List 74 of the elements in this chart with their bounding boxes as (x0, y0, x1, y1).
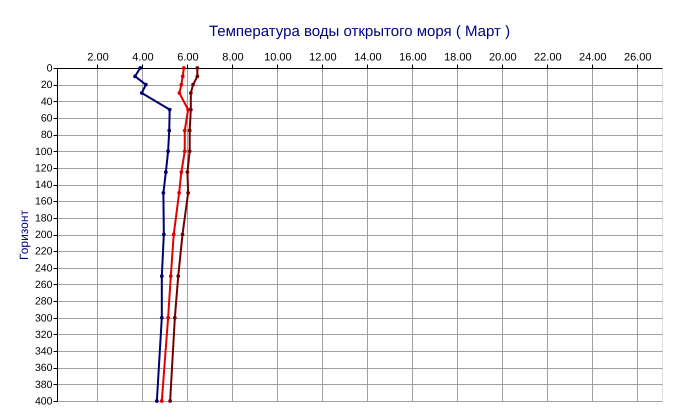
x-tick-label: 4.00 (132, 52, 154, 64)
point (172, 316, 177, 320)
point (162, 232, 166, 236)
point (180, 170, 184, 174)
point (154, 399, 159, 403)
point (182, 128, 187, 132)
point (188, 149, 192, 154)
point (167, 128, 172, 132)
y-tick-label: 80 (40, 129, 53, 142)
y-tick-label: 280 (34, 296, 53, 308)
x-tick-label: 12.00 (309, 52, 337, 64)
y-tick-label: 40 (40, 96, 53, 108)
y-tick-label: 20 (40, 79, 53, 92)
point (188, 108, 193, 112)
x-tick-label: 10.00 (264, 52, 292, 64)
x-tick-label: 2.00 (87, 52, 109, 64)
point (195, 74, 200, 78)
point (180, 232, 184, 236)
point (195, 66, 200, 70)
y-tick-label: 340 (34, 346, 53, 358)
x-tick-label: 18.00 (444, 52, 472, 64)
y-tick-label: 60 (40, 112, 53, 124)
point (186, 170, 190, 174)
y-tick-label: 400 (34, 396, 53, 408)
point (166, 316, 170, 320)
y-tick-label: 360 (34, 362, 53, 374)
y-axis-title: Горизонт (16, 210, 31, 260)
point (176, 274, 180, 278)
y-tick-label: 120 (34, 162, 53, 174)
y-tick-label: 300 (34, 312, 53, 324)
point (144, 82, 148, 87)
point (188, 128, 192, 132)
x-tick-label: 14.00 (354, 52, 382, 64)
point (138, 66, 142, 70)
point (160, 399, 164, 403)
point (168, 399, 172, 403)
y-tick-label: 320 (34, 328, 53, 341)
chart-title: Температура воды открытого моря ( Март ) (208, 23, 510, 40)
point (191, 82, 195, 87)
x-tick-label: 20.00 (489, 52, 517, 64)
y-tick-label: 160 (34, 196, 53, 208)
point (180, 82, 184, 87)
point (188, 91, 193, 95)
point (177, 191, 181, 195)
point (180, 74, 185, 78)
point (172, 232, 176, 236)
x-tick-label: 24.00 (579, 52, 607, 64)
y-tick-label: 140 (34, 179, 53, 192)
point (168, 108, 172, 112)
point (133, 74, 137, 78)
y-tick-label: 240 (34, 262, 53, 274)
point (168, 274, 173, 278)
point (160, 274, 164, 278)
x-tick-label: 22.00 (534, 52, 562, 64)
point (162, 191, 166, 195)
y-tick-label: 380 (34, 378, 53, 391)
point (186, 191, 190, 195)
point (164, 170, 168, 174)
y-tick-label: 260 (34, 278, 53, 291)
point (182, 66, 186, 70)
x-tick-label: 16.00 (399, 52, 427, 64)
point (140, 91, 144, 95)
y-tick-label: 0 (46, 62, 53, 74)
x-tick-label: 26.00 (624, 52, 652, 64)
y-tick-label: 200 (34, 229, 53, 241)
y-tick-label: 180 (34, 212, 53, 224)
y-tick-label: 100 (34, 146, 53, 158)
y-tick-label: 220 (34, 246, 53, 258)
x-tick-label: 8.00 (222, 52, 244, 64)
point (182, 149, 187, 154)
point (166, 149, 170, 154)
point (177, 91, 182, 95)
x-tick-label: 6.00 (177, 52, 199, 64)
point (160, 316, 164, 320)
